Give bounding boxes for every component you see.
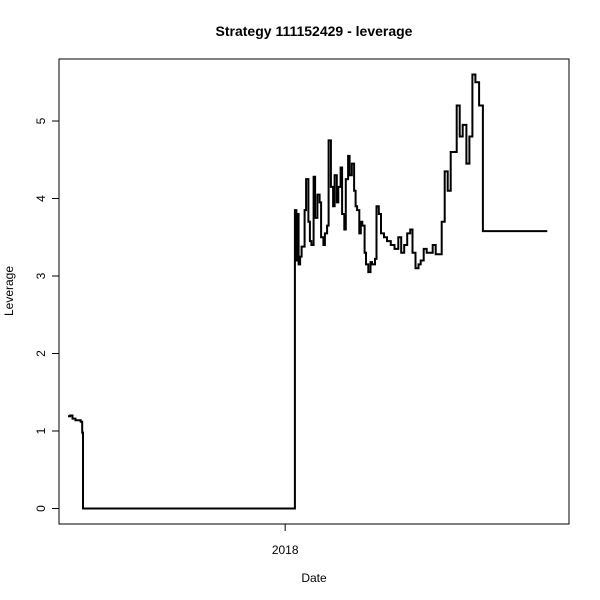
plot-frame <box>58 58 570 525</box>
y-tick-label: 1 <box>34 427 48 434</box>
chart-title: Strategy 111152429 - leverage <box>216 23 413 39</box>
y-tick-label: 5 <box>34 117 48 124</box>
y-tick-label: 0 <box>34 505 48 512</box>
y-axis-label: Leverage <box>2 266 16 316</box>
y-tick-label: 4 <box>34 195 48 202</box>
y-tick-label: 2 <box>34 350 48 357</box>
x-tick-label: 2018 <box>272 543 299 557</box>
x-axis-label: Date <box>301 571 327 585</box>
y-tick-label: 3 <box>34 272 48 279</box>
plot-layer <box>68 73 548 510</box>
y-axis: 0 1 2 3 4 5 <box>34 117 60 512</box>
x-axis: 2018 <box>272 524 299 557</box>
leverage-series-line <box>68 73 548 510</box>
